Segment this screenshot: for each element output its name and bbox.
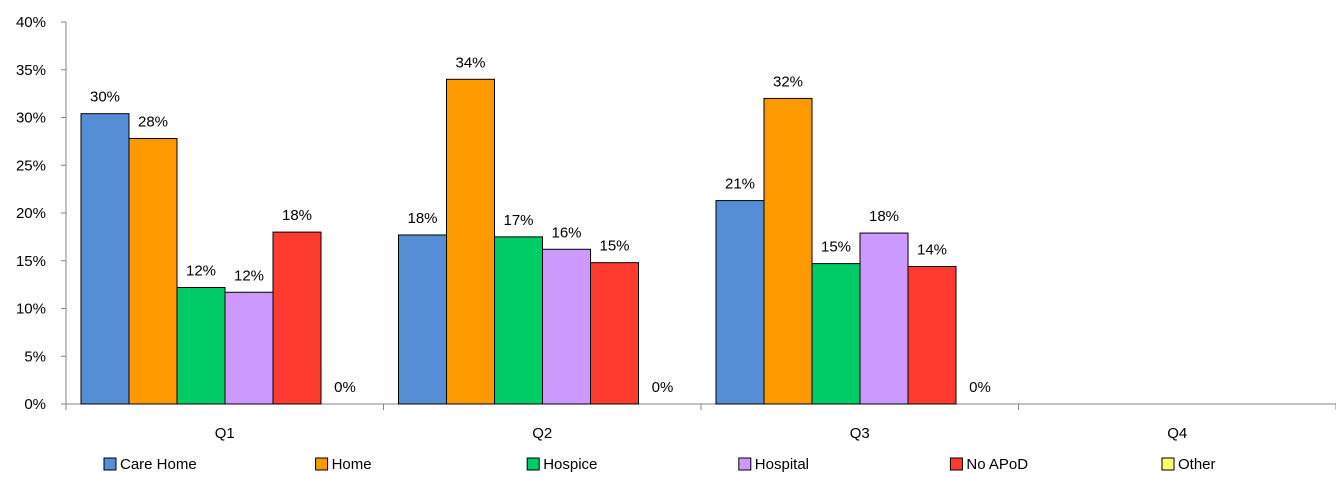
bar-hospice <box>176 286 226 405</box>
x-category-label: Q3 <box>850 425 870 442</box>
data-label: 18% <box>869 208 899 225</box>
legend-label: Other <box>1178 456 1216 473</box>
bar-hospice <box>811 263 861 405</box>
bar-care-home <box>715 200 765 405</box>
bar-care-home <box>80 113 130 405</box>
y-tick-label: 25% <box>16 157 46 174</box>
data-label: 30% <box>90 89 120 106</box>
y-tick-label: 10% <box>16 301 46 318</box>
data-label: 32% <box>773 73 803 90</box>
y-tick-label: 30% <box>16 110 46 127</box>
bars <box>80 78 957 405</box>
bar-no-apod <box>907 265 957 405</box>
data-label: 28% <box>138 114 168 131</box>
legend-label: Hospice <box>543 456 597 473</box>
data-label: 0% <box>969 379 991 396</box>
bar-care-home <box>398 234 447 405</box>
data-label: 14% <box>917 241 947 258</box>
data-label: 18% <box>282 207 312 224</box>
bar-hospital <box>542 248 591 405</box>
data-labels: 30% 18% 21% 28% 34% 32% 12% 17% 15% 12% 16% 18% 18% 1… <box>90 54 991 396</box>
data-label: 12% <box>234 267 264 284</box>
legend-swatch <box>738 457 752 471</box>
y-tick-label: 20% <box>16 205 46 222</box>
bar-no-apod <box>272 231 322 405</box>
bar-hospital <box>224 291 274 405</box>
legend-swatch <box>103 457 117 471</box>
data-label: 18% <box>407 210 437 227</box>
legend-swatch <box>315 457 329 471</box>
x-category-label: Q4 <box>1167 425 1187 442</box>
bar-hospital <box>859 232 909 405</box>
bar-no-apod <box>590 262 639 405</box>
data-label: 0% <box>652 379 674 396</box>
data-label: 15% <box>599 238 629 255</box>
y-tick-label: 5% <box>24 348 46 365</box>
data-label: 16% <box>551 224 581 241</box>
bar-home <box>763 97 813 405</box>
bar-home <box>128 138 178 405</box>
data-label: 21% <box>725 176 755 193</box>
legend-swatch <box>949 457 963 471</box>
x-category-label: Q2 <box>532 425 552 442</box>
legend-label: Hospital <box>755 456 809 473</box>
legend: Care Home Home Hospice Hospital No APoD Other <box>103 456 1216 473</box>
x-category-label: Q1 <box>215 425 235 442</box>
data-label: 34% <box>455 54 485 71</box>
data-label: 0% <box>334 379 356 396</box>
legend-label: Care Home <box>120 456 197 473</box>
data-label: 12% <box>186 262 216 279</box>
data-label: 15% <box>821 239 851 256</box>
legend-label: No APoD <box>966 456 1028 473</box>
y-tick-label: 40% <box>16 14 46 31</box>
legend-swatch <box>526 457 540 471</box>
data-label: 17% <box>503 212 533 229</box>
y-tick-label: 0% <box>24 396 46 413</box>
bar-hospice <box>494 236 543 405</box>
bar-home <box>446 78 495 405</box>
legend-swatch <box>1161 457 1175 471</box>
legend-label: Home <box>332 456 372 473</box>
y-tick-label: 15% <box>16 253 46 270</box>
y-tick-label: 35% <box>16 62 46 79</box>
